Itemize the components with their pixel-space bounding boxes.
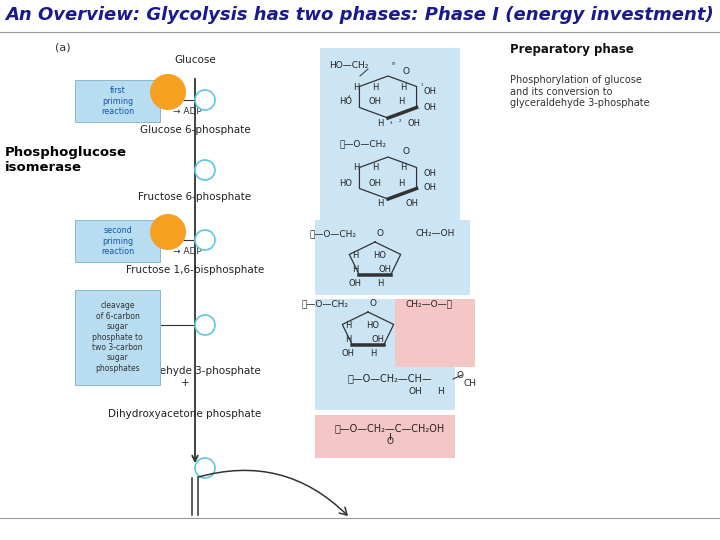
Text: ATP: ATP [158, 227, 179, 237]
Text: O: O [456, 370, 464, 380]
Bar [395, 299, 475, 367]
Text: OH: OH [408, 118, 421, 127]
Text: HO: HO [366, 321, 379, 329]
Text: O: O [369, 300, 377, 308]
Text: Fructose 6-phosphate: Fructose 6-phosphate [138, 192, 251, 202]
Circle shape [195, 458, 215, 478]
Text: H: H [372, 83, 378, 91]
Bar [75, 80, 160, 122]
Bar [75, 220, 160, 262]
Text: first
priming
reaction: first priming reaction [101, 86, 134, 116]
Text: 2: 2 [202, 165, 208, 175]
Text: Ⓟ—O—CH₂: Ⓟ—O—CH₂ [302, 300, 349, 308]
Bar [320, 48, 460, 138]
Text: Dihydroxyacetone phosphate: Dihydroxyacetone phosphate [109, 409, 261, 419]
Circle shape [195, 90, 215, 110]
Bar [315, 415, 455, 458]
Text: Fructose 1,6-bisphosphate: Fructose 1,6-bisphosphate [126, 265, 264, 275]
Text: cleavage
of 6-carbon
sugar
phosphate to
two 3-carbon
sugar
phosphates: cleavage of 6-carbon sugar phosphate to … [92, 301, 143, 373]
Text: OH: OH [372, 335, 384, 345]
Text: H: H [377, 280, 383, 288]
Text: O: O [402, 66, 410, 76]
Circle shape [150, 74, 186, 110]
Text: OH: OH [341, 349, 354, 359]
Text: HO: HO [339, 179, 352, 187]
Bar [0, 0, 720, 30]
Text: H: H [372, 164, 378, 172]
Text: O: O [377, 230, 384, 239]
Text: H: H [345, 321, 351, 329]
Text: H: H [353, 164, 359, 172]
Text: OH: OH [424, 168, 437, 178]
Text: OH: OH [424, 184, 437, 192]
Text: Ⓟ—O—CH₂: Ⓟ—O—CH₂ [340, 139, 387, 148]
Circle shape [195, 160, 215, 180]
Text: Ⓟ—O—CH₂: Ⓟ—O—CH₂ [309, 230, 356, 239]
Text: OH: OH [369, 179, 382, 187]
Text: O: O [402, 147, 410, 157]
Text: H: H [352, 251, 358, 260]
Text: OH: OH [348, 280, 361, 288]
Text: +: + [181, 378, 189, 388]
Text: CH: CH [463, 379, 476, 388]
Text: H: H [398, 179, 404, 187]
Text: Glucose: Glucose [174, 55, 216, 65]
Text: OH: OH [424, 87, 437, 97]
Text: H: H [377, 199, 383, 208]
Text: OH: OH [379, 266, 392, 274]
Bar [320, 132, 460, 220]
Text: ¹: ¹ [420, 84, 423, 90]
Text: 1: 1 [202, 95, 208, 105]
Circle shape [195, 230, 215, 250]
Text: Preparatory phase: Preparatory phase [510, 44, 634, 57]
Text: HO: HO [339, 98, 352, 106]
Text: CH₂—OH: CH₂—OH [415, 230, 454, 239]
Text: Phosphoglucose
isomerase: Phosphoglucose isomerase [5, 146, 127, 174]
Text: CH₂—O—Ⓟ: CH₂—O—Ⓟ [406, 300, 453, 308]
Text: second
priming
reaction: second priming reaction [101, 226, 134, 256]
Text: HO—CH₂: HO—CH₂ [328, 62, 368, 71]
Text: 5: 5 [202, 463, 208, 473]
Text: H: H [398, 98, 404, 106]
Text: O: O [387, 437, 394, 447]
Text: H: H [377, 118, 383, 127]
Text: H: H [370, 349, 376, 359]
Bar [315, 299, 395, 367]
Text: ⁴: ⁴ [348, 97, 350, 102]
Text: OH: OH [369, 98, 382, 106]
Text: OH: OH [424, 103, 437, 111]
Text: ²: ² [399, 120, 401, 125]
Text: Glucose 6-phosphate: Glucose 6-phosphate [140, 125, 251, 135]
Text: OH: OH [408, 388, 422, 396]
FancyArrowPatch shape [198, 470, 347, 515]
Text: H: H [353, 83, 359, 91]
Text: H: H [436, 388, 444, 396]
Text: ⁶: ⁶ [392, 63, 395, 69]
Text: ATP: ATP [158, 87, 179, 97]
Circle shape [195, 315, 215, 335]
Text: 3: 3 [202, 235, 208, 245]
Text: OH: OH [406, 199, 419, 208]
Text: H: H [400, 164, 406, 172]
Text: Ⓟ—O—CH₂—C—CH₂OH: Ⓟ—O—CH₂—C—CH₂OH [335, 423, 445, 433]
Bar [315, 220, 470, 295]
Bar [75, 290, 160, 385]
Text: → ADP: → ADP [173, 247, 202, 256]
Text: An Overview: Glycolysis has two phases: Phase I (energy investment): An Overview: Glycolysis has two phases: … [5, 6, 714, 24]
Text: H: H [400, 83, 406, 91]
Text: 4: 4 [202, 320, 208, 330]
Text: H: H [352, 266, 358, 274]
Text: HO: HO [374, 251, 387, 260]
Circle shape [150, 214, 186, 250]
Bar [315, 367, 455, 410]
Text: H: H [345, 335, 351, 345]
Text: ³: ³ [390, 122, 392, 126]
Text: (a): (a) [55, 43, 71, 53]
Text: Phosphorylation of glucose
and its conversion to
glyceraldehyde 3-phosphate: Phosphorylation of glucose and its conve… [510, 75, 649, 108]
Text: → ADP: → ADP [173, 107, 202, 117]
Text: Ⓟ—O—CH₂—CH—: Ⓟ—O—CH₂—CH— [348, 373, 432, 383]
Text: Glyceraldehyde 3-phosphate: Glyceraldehyde 3-phosphate [109, 366, 261, 376]
